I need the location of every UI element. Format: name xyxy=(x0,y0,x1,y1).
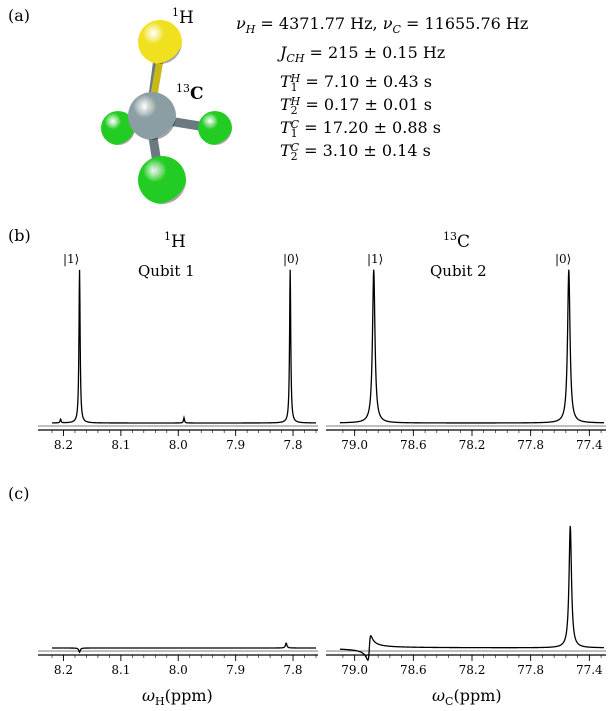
trace-b-C xyxy=(340,269,605,424)
param-line-0: νH = 4371.77 Hz, νC = 11655.76 Hz xyxy=(236,14,529,37)
hydrogen-atom xyxy=(138,20,182,64)
param-line-1: JCH = 215 ± 0.15 Hz xyxy=(280,43,446,66)
tick-label: 79.0 xyxy=(341,663,368,677)
hydrogen-atom-label: 1H xyxy=(172,6,194,28)
panel-label-c: (c) xyxy=(8,484,30,503)
spectrum-c-H: 8.2 8.1 8.0 7.9 7.8 xyxy=(38,642,318,677)
param-line-3: TH 2 = 0.17 ± 0.01 s xyxy=(280,94,432,117)
trace-c-H xyxy=(52,642,316,654)
x-axis-label-proton: ωH(ppm) xyxy=(142,686,213,708)
param-line-2: TH 1 = 7.10 ± 0.43 s xyxy=(280,71,432,94)
chlorine-atom-bottom xyxy=(138,156,186,204)
qubit-2-label: Qubit 2 xyxy=(430,262,487,280)
tick-label: 8.0 xyxy=(169,438,188,452)
chlorine-atom-right xyxy=(198,111,232,145)
panel-label-b: (b) xyxy=(8,226,31,245)
panel-label-a: (a) xyxy=(8,6,31,25)
ket-0-proton: |0⟩ xyxy=(283,252,300,266)
tick-label: 77.4 xyxy=(576,663,603,677)
title-proton: 1H xyxy=(164,230,186,252)
spectra-panels: 8.2 8.1 8.0 7.9 7.8 79.0 78.6 78.2 77.8 77.48.2 8.… xyxy=(38,269,606,677)
ket-0-carbon: |0⟩ xyxy=(555,252,572,266)
spectrum-c-C: 79.0 78.6 78.2 77.8 77.4 xyxy=(326,525,606,677)
qubit-1-label: Qubit 1 xyxy=(138,262,195,280)
trace-c-C xyxy=(339,525,605,662)
tick-label: 8.1 xyxy=(111,663,130,677)
ket-1-proton: |1⟩ xyxy=(63,252,80,266)
trace-b-H xyxy=(51,269,316,424)
title-carbon: 13C xyxy=(443,230,471,252)
tick-label: 7.8 xyxy=(283,663,302,677)
tick-label: 78.6 xyxy=(400,663,427,677)
tick-label: 79.0 xyxy=(341,438,368,452)
tick-label: 7.8 xyxy=(283,438,302,452)
tick-label: 78.6 xyxy=(400,438,427,452)
x-axis-label-carbon: ωC(ppm) xyxy=(432,686,502,708)
tick-label: 77.4 xyxy=(576,438,603,452)
chloroform-molecule-model xyxy=(101,20,232,204)
ket-1-carbon: |1⟩ xyxy=(367,252,384,266)
spectrum-b-H: 8.2 8.1 8.0 7.9 7.8 xyxy=(38,269,318,452)
tick-label: 78.2 xyxy=(459,663,486,677)
tick-label: 8.2 xyxy=(54,663,73,677)
tick-label: 77.8 xyxy=(517,438,544,452)
nmr-parameters: νH = 4371.77 Hz, νC = 11655.76 Hz JCH = 2… xyxy=(236,12,608,162)
carbon-atom xyxy=(128,92,176,140)
tick-label: 77.8 xyxy=(517,663,544,677)
tick-label: 7.9 xyxy=(226,438,245,452)
param-line-4: TC 1 = 17.20 ± 0.88 s xyxy=(280,117,441,140)
tick-label: 7.9 xyxy=(226,663,245,677)
tick-label: 8.2 xyxy=(54,438,73,452)
spectrum-b-C: 79.0 78.6 78.2 77.8 77.4 xyxy=(326,269,606,452)
chlorine-atom-left xyxy=(101,111,135,145)
tick-label: 8.1 xyxy=(111,438,130,452)
tick-label: 8.0 xyxy=(169,663,188,677)
param-line-5: TC 2 = 3.10 ± 0.14 s xyxy=(280,140,431,163)
carbon-atom-label: 13C xyxy=(176,82,204,104)
tick-label: 78.2 xyxy=(459,438,486,452)
